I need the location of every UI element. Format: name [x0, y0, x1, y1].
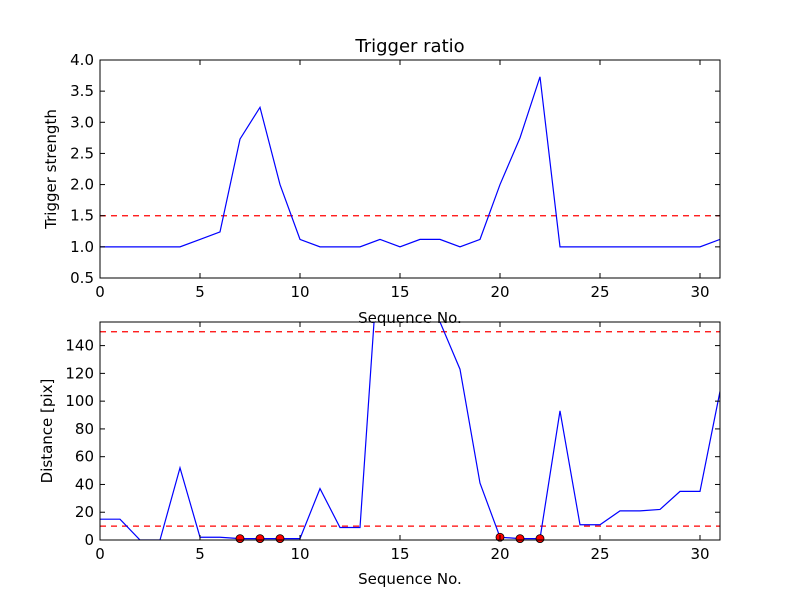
- y-tick-label: 60: [75, 448, 94, 466]
- x-tick-label: 30: [690, 283, 709, 301]
- axes-frame: [99, 59, 721, 279]
- y-tick-label: 3.5: [70, 82, 94, 100]
- x-tick-label: 5: [195, 283, 205, 301]
- y-tick-label: 80: [75, 420, 94, 438]
- y-tick-label: 0: [84, 531, 94, 549]
- trigger-plot-area: 0 5 10 15 20 25 30 0.5 1.0 1.5 2.0 2.5 3.0 3.5 4.0: [70, 51, 721, 301]
- y-tick-label: 140: [65, 337, 94, 355]
- y-tick-label: 100: [65, 392, 94, 410]
- y-axis-label: Trigger strength: [42, 109, 60, 230]
- y-tick-label: 120: [65, 364, 94, 382]
- x-tick-label: 25: [590, 283, 609, 301]
- y-tick-label: 1.0: [70, 238, 94, 256]
- y-tick-label: 20: [75, 503, 94, 521]
- x-tick-label: 30: [690, 545, 709, 563]
- data-marker: [255, 534, 265, 544]
- y-tick-label: 2.5: [70, 144, 94, 162]
- data-layer: [100, 322, 720, 540]
- y-tick-label: 0.5: [70, 269, 94, 287]
- x-axis-label: Sequence No.: [358, 570, 462, 588]
- chart-title: Trigger ratio: [354, 36, 464, 57]
- series-line: [100, 76, 720, 248]
- y-tick-label: 1.5: [70, 207, 94, 225]
- x-tick-label: 0: [95, 545, 105, 563]
- x-tick-label: 0: [95, 283, 105, 301]
- x-tick-label: 10: [290, 283, 309, 301]
- y-tick-label: 40: [75, 475, 94, 493]
- x-tick-label: 10: [290, 545, 309, 563]
- x-tick-label: 15: [390, 545, 409, 563]
- data-marker: [515, 534, 525, 544]
- y-axis-label: Distance [pix]: [38, 379, 56, 484]
- data-marker: [535, 534, 545, 544]
- series-line: [100, 322, 720, 540]
- y-tick-label: 4.0: [70, 51, 94, 69]
- distance-chart: 0 5 10 15 20 25 30 0 20 40 60 80 100 120 140 Sequence …: [38, 321, 721, 588]
- x-tick-label: 25: [590, 545, 609, 563]
- x-tick-label: 20: [490, 283, 509, 301]
- y-tick-label: 3.0: [70, 113, 94, 131]
- distance-plot-area: 0 5 10 15 20 25 30 0 20 40 60 80 100 120 140: [65, 321, 721, 563]
- data-layer: [100, 76, 720, 248]
- data-marker: [275, 534, 285, 544]
- x-tick-label: 5: [195, 545, 205, 563]
- y-tick-label: 2.0: [70, 176, 94, 194]
- data-marker: [235, 534, 245, 544]
- x-tick-label: 15: [390, 283, 409, 301]
- axes-frame: [99, 321, 721, 541]
- x-tick-label: 20: [490, 545, 509, 563]
